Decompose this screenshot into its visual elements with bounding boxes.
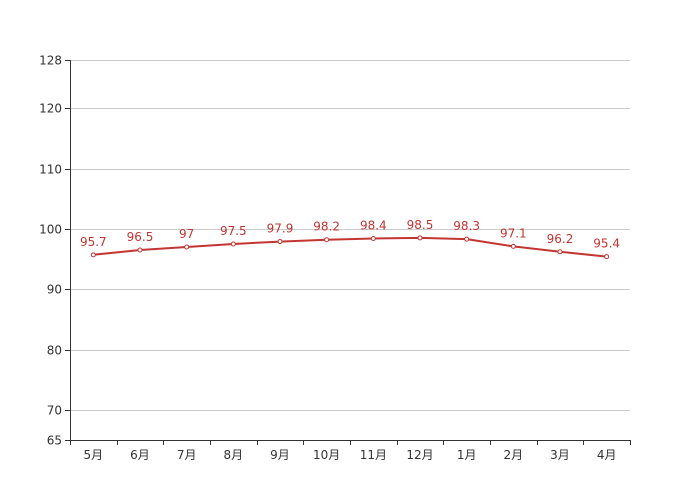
data-point: [90, 252, 96, 258]
series-line: [93, 236, 607, 258]
x-tick-label: 12月: [406, 448, 433, 462]
data-point: [277, 239, 283, 245]
x-tick-label: 8月: [224, 448, 244, 462]
x-tick-label: 3月: [550, 448, 570, 462]
y-tick-label: 80: [47, 344, 62, 358]
data-label: 97.1: [500, 226, 527, 240]
y-tick-label: 100: [39, 223, 62, 237]
x-tick-label: 1月: [457, 448, 477, 462]
data-label: 95.4: [593, 237, 620, 251]
series-layer: [90, 235, 610, 260]
data-point: [557, 249, 563, 255]
data-label: 95.7: [80, 235, 107, 249]
x-tick-label: 2月: [504, 448, 524, 462]
data-label: 96.5: [127, 230, 154, 244]
data-label: 96.2: [547, 232, 574, 246]
data-point: [510, 243, 516, 249]
axes: 65 70 80 90 100 110 120 128 5月 6月 7月 8月 9月 10月 11月 12月 1…: [39, 54, 631, 462]
data-point: [417, 235, 423, 241]
x-tick-label: 10月: [313, 448, 340, 462]
data-label: 98.2: [313, 220, 340, 234]
data-label: 98.5: [407, 218, 434, 232]
gridlines: [70, 60, 630, 411]
data-point: [370, 236, 376, 242]
y-tick-label: 120: [39, 102, 62, 116]
x-tick-label: 4月: [597, 448, 617, 462]
data-label: 98.3: [453, 219, 480, 233]
data-labels: 95.7 96.5 97 97.5 97.9 98.2 98.4 98.5 98.3 97.1 96…: [80, 218, 620, 251]
x-tick-label: 7月: [177, 448, 197, 462]
y-tick-label: 128: [39, 54, 62, 68]
data-label: 97.9: [267, 222, 294, 236]
data-label: 97.5: [220, 224, 247, 238]
x-tick-label: 9月: [270, 448, 290, 462]
y-tick-label: 70: [47, 404, 62, 418]
data-point: [184, 244, 190, 250]
data-point: [324, 237, 330, 243]
y-tick-label: 110: [39, 163, 62, 177]
data-point: [604, 254, 610, 260]
data-point: [137, 247, 143, 253]
x-tick-label: 5月: [84, 448, 104, 462]
y-tick-label: 65: [47, 434, 62, 448]
x-tick-label: 6月: [130, 448, 150, 462]
data-point: [464, 236, 470, 242]
x-tick-label: 11月: [360, 448, 387, 462]
data-label: 97: [179, 227, 194, 241]
y-tick-label: 90: [47, 283, 62, 297]
data-label: 98.4: [360, 219, 387, 233]
data-point: [230, 241, 236, 247]
